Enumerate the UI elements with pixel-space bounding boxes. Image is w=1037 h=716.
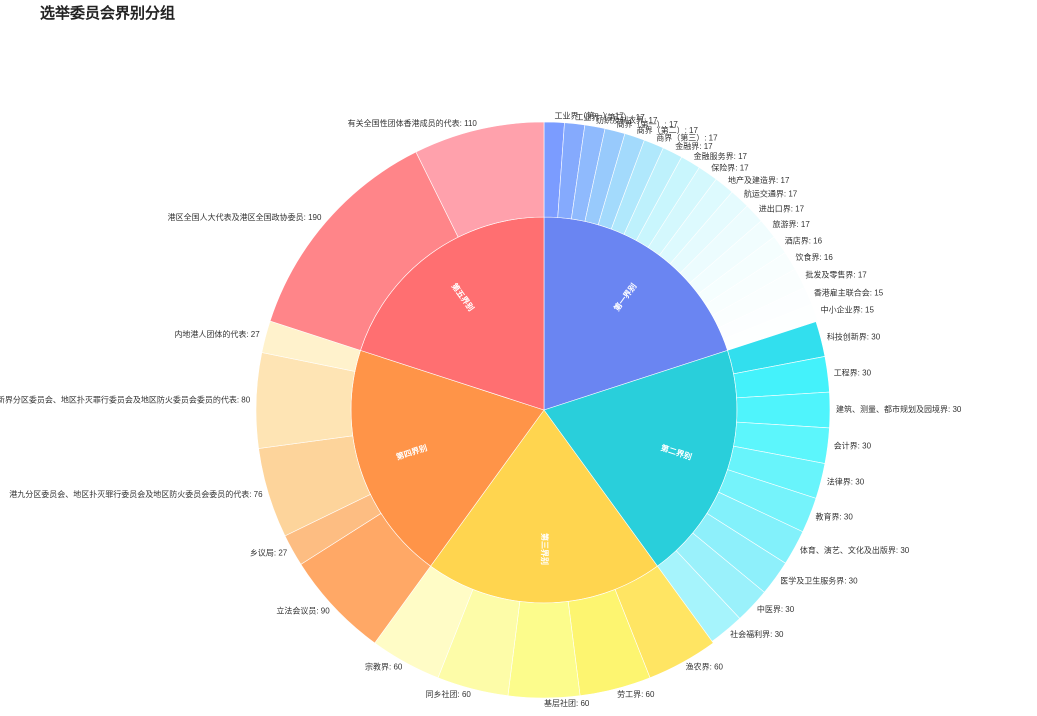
outer-sector-label: 商界（第三）: 17 — [656, 132, 718, 142]
outer-sector[interactable] — [415, 121, 545, 238]
outer-sector-label: 纺织及制衣界: 17 — [596, 115, 658, 125]
outer-sector-label: 批发及零售界: 17 — [805, 270, 867, 280]
outer-sector-label: 进出口界: 17 — [759, 203, 805, 213]
outer-sector-label: 航运交通界: 17 — [744, 189, 798, 199]
outer-sector-label: 香港雇主联合会: 15 — [814, 287, 884, 297]
outer-sector-label: 内地港人团体的代表: 27 — [174, 329, 260, 339]
outer-sector-label: 乡议局: 27 — [250, 548, 288, 557]
outer-sector-label: 港九分区委员会、地区扑灭罪行委员会及地区防火委员会委员的代表: 76 — [9, 489, 263, 499]
outer-sector-label: 有关全国性团体香港成员的代表: 110 — [348, 118, 478, 128]
outer-sector-label: 新界分区委员会、地区扑灭罪行委员会及地区防火委员会委员的代表: 80 — [0, 394, 251, 404]
outer-sector-label: 会计界: 30 — [834, 441, 872, 451]
outer-sector-label: 商界（第一）: 17 — [617, 119, 679, 129]
outer-sector-label: 中医界: 30 — [757, 604, 795, 614]
outer-sector[interactable] — [736, 391, 831, 429]
outer-sector-label: 金融服务界: 17 — [694, 151, 748, 161]
outer-sector-label: 建筑、测量、都市规划及园境界: 30 — [836, 404, 962, 414]
outer-sector-label: 渔农界: 60 — [686, 662, 724, 672]
outer-sector-label: 基层社团: 60 — [544, 698, 590, 708]
outer-sector-label: 工程界: 30 — [834, 369, 872, 378]
chart-title: 选举委员会界别分组 — [40, 5, 176, 22]
outer-sector-label: 同乡社团: 60 — [426, 689, 472, 699]
outer-sector-label: 教育界: 30 — [815, 512, 853, 522]
outer-sector-label: 宗教界: 60 — [365, 662, 403, 672]
outer-sector-label: 地产及建造界: 17 — [728, 175, 790, 185]
outer-sector-label: 工业界（第二）: 17 — [575, 112, 645, 122]
outer-sector[interactable] — [507, 601, 581, 699]
outer-sector-label: 工业界（第一）: 17 — [554, 110, 624, 120]
outer-sector-label: 立法会议员: 90 — [276, 605, 330, 615]
outer-sector-label: 金融界: 17 — [675, 141, 713, 151]
inner-sector-label: 第三界别 — [540, 533, 550, 565]
outer-sector-label: 劳工界: 60 — [617, 689, 655, 699]
outer-sector-label: 港区全国人大代表及港区全国政协委员: 190 — [168, 212, 322, 222]
outer-sector-label: 保险界: 17 — [711, 162, 749, 172]
outer-sector-label: 科技创新界: 30 — [827, 331, 881, 341]
outer-sector-label: 商界（第二）: 17 — [637, 125, 699, 135]
outer-sector-label: 医学及卫生服务界: 30 — [780, 576, 858, 586]
outer-sector-label: 法律界: 30 — [827, 477, 865, 487]
outer-sector-label: 酒店界: 16 — [785, 235, 823, 245]
outer-sector-label: 饮食界: 16 — [795, 252, 833, 262]
outer-sector-label: 体育、演艺、文化及出版界: 30 — [800, 545, 910, 555]
outer-sector-label: 中小企业界: 15 — [821, 305, 875, 315]
outer-sector-label: 社会福利界: 30 — [730, 629, 784, 639]
outer-sector-label: 旅游界: 17 — [772, 219, 810, 229]
